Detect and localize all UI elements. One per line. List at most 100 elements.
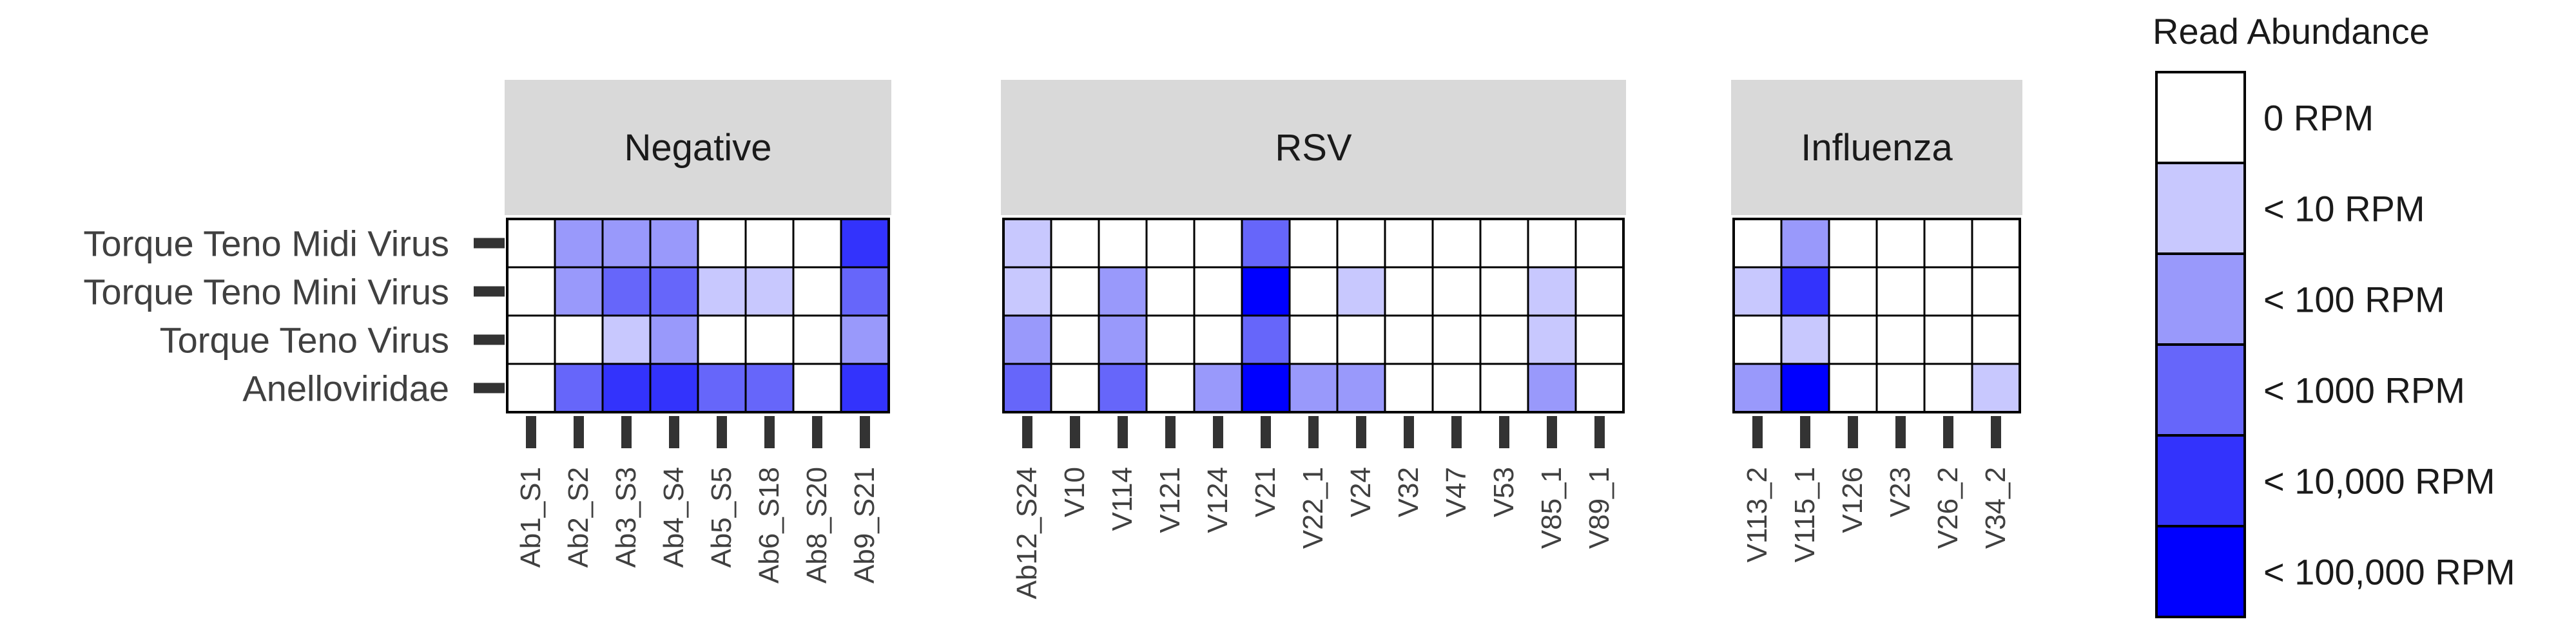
heatmap-cell — [1002, 314, 1052, 365]
row-tick — [474, 334, 505, 345]
row-tick — [474, 238, 505, 249]
heatmap-cell — [506, 218, 556, 269]
heatmap-cell — [840, 314, 890, 365]
heatmap-cell — [1431, 266, 1482, 317]
heatmap-cell — [697, 218, 747, 269]
column-tick — [1848, 416, 1858, 448]
heatmap-cell — [1145, 363, 1196, 413]
sample-label: V26_2 — [1932, 467, 1964, 549]
legend-label: < 1000 RPM — [2263, 370, 2465, 411]
sample-label: V21 — [1250, 467, 1281, 517]
sample-label: Ab6_S18 — [753, 467, 785, 583]
sample-label: V126 — [1837, 467, 1868, 533]
column-tick — [1308, 416, 1319, 448]
heatmap-cell — [792, 218, 842, 269]
legend-label: < 100 RPM — [2263, 280, 2445, 320]
sample-label: V10 — [1059, 467, 1090, 517]
legend-swatch — [2155, 343, 2246, 437]
heatmap-cell — [1875, 266, 1926, 317]
heatmap-cell — [1050, 266, 1100, 317]
heatmap-cell — [1002, 218, 1052, 269]
heatmap-cell — [1050, 314, 1100, 365]
column-tick — [1895, 416, 1906, 448]
heatmap-cell — [792, 314, 842, 365]
heatmap-cell — [601, 266, 652, 317]
sample-label: Ab12_S24 — [1011, 467, 1043, 600]
heatmap-cell — [1732, 314, 1783, 365]
heatmap-cell — [1574, 363, 1625, 413]
sample-label: V23 — [1884, 467, 1916, 517]
column-tick — [1213, 416, 1223, 448]
heatmap-cell — [1527, 266, 1577, 317]
sample-label: Ab3_S3 — [610, 467, 642, 568]
column-tick — [860, 416, 870, 448]
column-tick — [1594, 416, 1605, 448]
heatmap-cell — [1288, 314, 1339, 365]
heatmap-cell — [697, 363, 747, 413]
heatmap-cell — [1780, 266, 1830, 317]
heatmap-cell — [554, 314, 604, 365]
heatmap-cell — [649, 218, 699, 269]
heatmap-cell — [697, 314, 747, 365]
heatmap-cell — [1193, 218, 1243, 269]
sample-label: V115_1 — [1789, 467, 1821, 562]
facet-strip — [1001, 80, 1626, 215]
heatmap-cell — [1098, 314, 1148, 365]
heatmap-cell — [1527, 314, 1577, 365]
heatmap-cell — [506, 363, 556, 413]
heatmap-cell — [1875, 314, 1926, 365]
legend-label: < 10 RPM — [2263, 189, 2425, 229]
legend-swatch — [2155, 252, 2246, 346]
facet-title: RSV — [1275, 127, 1352, 169]
heatmap-cell — [1431, 314, 1482, 365]
legend-label: < 10,000 RPM — [2263, 461, 2495, 502]
legend-title: Read Abundance — [2153, 11, 2430, 52]
column-tick — [1752, 416, 1763, 448]
heatmap-cell — [792, 363, 842, 413]
heatmap-cell — [1479, 218, 1529, 269]
heatmap-cell — [1384, 314, 1434, 365]
heatmap-cell — [1193, 314, 1243, 365]
heatmap-cell — [744, 266, 795, 317]
heatmap-cell — [649, 363, 699, 413]
heatmap-cell — [1574, 218, 1625, 269]
heatmap-cell — [1336, 363, 1386, 413]
sample-label: Ab5_S5 — [706, 467, 737, 568]
column-tick — [812, 416, 822, 448]
sample-label: V85_1 — [1536, 467, 1567, 549]
heatmap-cell — [1336, 218, 1386, 269]
heatmap-cell — [1050, 218, 1100, 269]
heatmap-cell — [601, 363, 652, 413]
heatmap-cell — [1336, 314, 1386, 365]
sample-label: V53 — [1488, 467, 1520, 517]
row-tick — [474, 383, 505, 393]
heatmap-cell — [649, 314, 699, 365]
heatmap-cell — [1971, 218, 2021, 269]
heatmap-cell — [1923, 218, 1973, 269]
heatmap-cell — [1828, 266, 1878, 317]
heatmap-cell — [1479, 266, 1529, 317]
heatmap-cell — [1098, 363, 1148, 413]
column-tick — [1070, 416, 1080, 448]
heatmap-cell — [1971, 363, 2021, 413]
column-tick — [1261, 416, 1271, 448]
row-tick — [474, 286, 505, 297]
heatmap-cell — [1780, 363, 1830, 413]
heatmap-cell — [840, 266, 890, 317]
panel-border — [506, 218, 890, 413]
heatmap-cell — [1828, 363, 1878, 413]
legend-label: 0 RPM — [2263, 98, 2374, 138]
row-label: Torque Teno Mini Virus — [83, 272, 449, 312]
heatmap-cell — [1431, 218, 1482, 269]
column-tick — [574, 416, 584, 448]
heatmap-cell — [601, 314, 652, 365]
column-tick — [1118, 416, 1128, 448]
column-tick — [669, 416, 679, 448]
heatmap-cell — [1527, 363, 1577, 413]
column-tick — [1356, 416, 1366, 448]
heatmap-cell — [1479, 314, 1529, 365]
heatmap-cell — [792, 266, 842, 317]
column-tick — [1499, 416, 1509, 448]
heatmap-cell — [1732, 218, 1783, 269]
